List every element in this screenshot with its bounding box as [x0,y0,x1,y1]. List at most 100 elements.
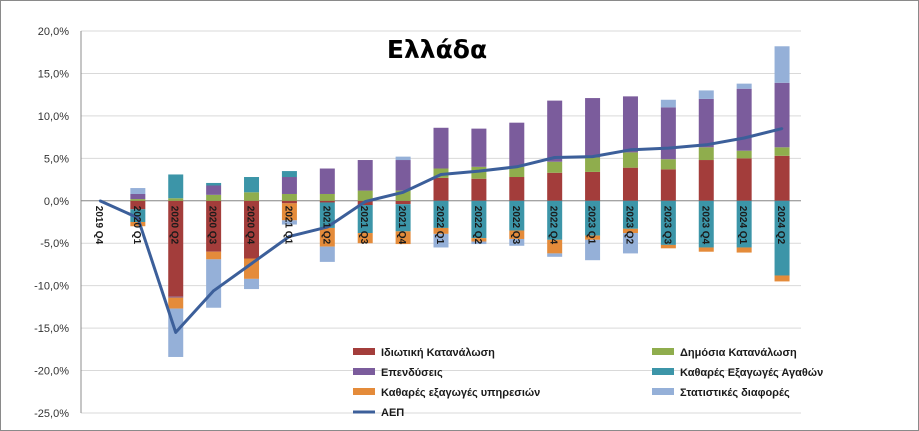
bar-segment [698,247,714,252]
x-tick-label: 2022 Q3 [510,206,521,245]
bar-segment [319,227,335,247]
bar-segment [585,235,601,240]
chart-title: Ελλάδα [387,35,487,64]
gdp-point [401,191,405,194]
x-tick-label: 2023 Q2 [623,206,634,245]
y-tick-label: -15,0% [34,323,69,335]
gdp-point [742,136,746,140]
bar-segment [547,161,563,173]
bar-segment [168,297,184,309]
gdp-point [288,235,291,238]
bar-segment [395,190,411,201]
bar-segment [395,160,411,191]
y-tick-label: -20,0% [34,366,69,378]
gdp-point [591,155,594,158]
bar-segment [206,259,222,308]
x-tick-label: 2023 Q3 [661,206,672,245]
bars [130,46,790,357]
bar-segment [660,159,676,170]
y-tick-label: -5,0% [40,238,69,250]
gdp-point [250,262,253,265]
bar-segment [471,128,487,167]
y-tick-label: 15,0% [38,68,69,80]
bar-segment [547,253,563,257]
bar-segment [471,166,487,179]
bar-segment [206,200,222,252]
bar-segment [547,172,563,201]
legend-swatch [652,348,674,355]
bar-segment [281,171,297,178]
gdp-point [515,165,518,169]
bar-segment [509,230,525,239]
y-tick-label: 5,0% [44,153,69,165]
bar-segment [774,200,790,276]
bar-segment [509,166,525,178]
bar-segment [433,233,449,248]
x-tick-label: 2024 Q1 [737,206,748,245]
y-tick-label: 20,0% [38,26,69,38]
legend-label: Καθαρές Εξαγωγές Αγαθών [680,367,823,379]
bar-segment [206,194,222,201]
bar-segment [168,174,184,199]
bar-segment [168,200,184,297]
x-tick-label: 2021 Q3 [358,206,369,245]
bar-segment [547,239,563,254]
bar-segment [319,168,335,194]
gdp-point [212,289,215,292]
bar-segment [395,200,411,205]
bar-segment [509,177,525,201]
bar-segment [244,200,260,259]
bar-segment [130,222,146,227]
bar-segment [281,193,297,201]
bar-segment [585,171,601,201]
bar-segment [585,157,601,172]
y-tick-label: -25,0% [34,408,69,420]
legend-swatch [353,388,375,395]
bar-segment [471,241,487,245]
bar-segment [660,200,676,245]
gdp-point [553,156,556,159]
bar-segment [622,228,638,234]
y-tick-label: -10,0% [34,281,69,293]
bar-segment [206,185,222,195]
bar-segment [168,296,184,298]
bar-segment [130,209,146,222]
x-tick-label: 2020 Q3 [207,206,218,245]
gdp-point [477,169,481,173]
bar-segment [774,82,790,148]
legend-swatch [652,388,674,395]
bar-segment [471,238,487,242]
bar-segment [547,200,563,240]
x-tick-label: 2021 Q1 [282,206,293,245]
y-tick-label: 10,0% [38,111,69,123]
bar-segment [509,122,525,167]
bar-segment [433,177,449,201]
legend-label: Καθαρές εξαγωγές υπηρεσιών [381,387,540,399]
bar-segment [244,258,260,279]
bar-segment [395,156,411,161]
legend-label: ΑΕΠ [381,407,404,419]
y-tick-label: 0,0% [44,196,69,208]
bar-segment [736,83,752,89]
bar-segment [622,152,638,168]
bar-segment [130,200,146,210]
legend-label: Δημόσια Κατανάλωση [680,347,797,359]
bar-segment [622,200,638,229]
x-axis-labels: 2019 Q4 2020 Q1 2020 Q2 2020 Q3 2020 Q4 2021 … [93,206,786,245]
y-axis: 20,0% 15,0% 10,0% 5,0% 0,0% -5,0% -10,0% -15,0%… [34,26,801,420]
bar-segment [357,160,373,191]
gdp-point [174,331,177,334]
bar-segment [660,169,676,201]
bar-segment [774,147,790,156]
bar-segment [433,200,449,228]
legend-label: Ιδιωτική Κατανάλωση [381,347,495,359]
bar-segment [395,204,411,232]
legend-swatch [353,368,375,375]
legend-swatch [652,368,674,375]
bar-segment [585,200,601,236]
bar-segment [357,190,373,201]
bar-segment [736,247,752,253]
bar-segment [206,182,222,186]
bar-segment [660,99,676,108]
